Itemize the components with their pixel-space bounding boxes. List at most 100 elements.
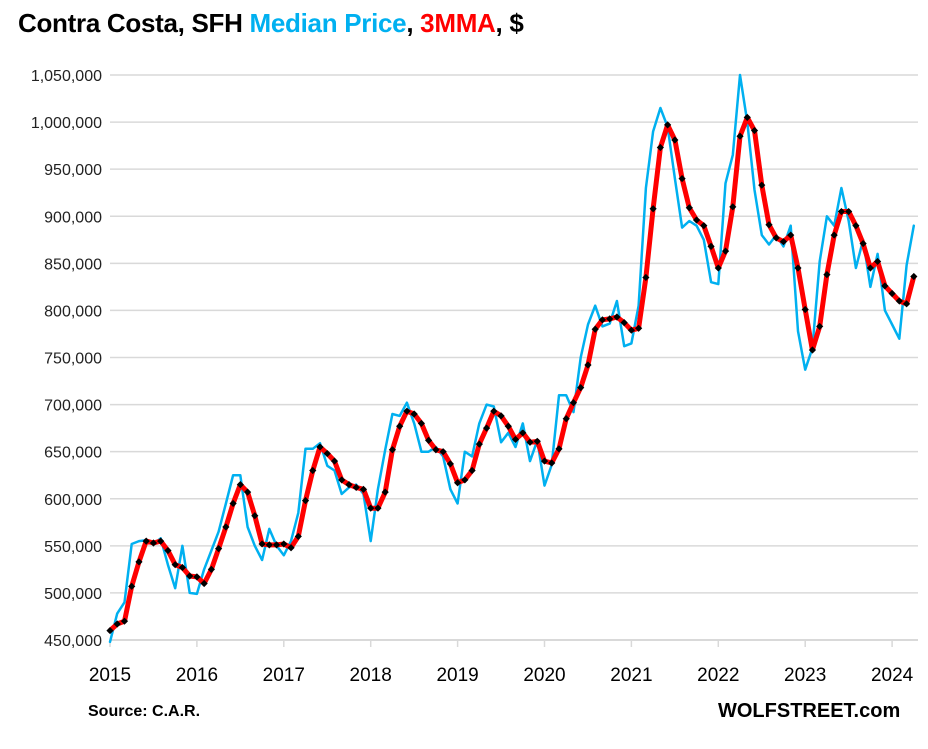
- y-tick-label: 600,000: [44, 492, 102, 509]
- data-point-marker: [519, 429, 527, 437]
- x-tick-label: 2019: [436, 665, 478, 686]
- title-part-mma: 3MMA: [420, 8, 496, 38]
- data-point-marker: [743, 113, 751, 121]
- data-point-marker: [446, 460, 454, 468]
- data-point-marker: [598, 316, 607, 324]
- title-part-sep: ,: [406, 8, 421, 38]
- data-point-marker: [215, 545, 223, 553]
- brand-watermark: WOLFSTREET.com: [718, 700, 901, 722]
- data-point-marker: [801, 305, 809, 314]
- data-point-marker: [178, 563, 187, 572]
- data-point-marker: [309, 466, 317, 475]
- x-axis: [109, 639, 918, 647]
- data-point-marker: [874, 257, 882, 266]
- data-point-marker: [591, 325, 599, 333]
- data-point-marker: [171, 561, 179, 569]
- data-point-marker: [106, 626, 114, 635]
- x-tick-label: 2017: [263, 665, 305, 686]
- data-point-marker: [779, 238, 788, 246]
- data-point-marker: [186, 572, 194, 580]
- title-part-unit: , $: [495, 8, 524, 38]
- data-point-marker: [345, 481, 353, 489]
- data-point-marker: [432, 446, 440, 454]
- series-markers: [106, 113, 918, 635]
- data-point-marker: [837, 207, 846, 216]
- data-point-marker: [642, 273, 650, 282]
- data-point-marker: [417, 419, 425, 428]
- y-tick-label: 1,000,000: [31, 115, 102, 132]
- data-point-marker: [606, 315, 614, 323]
- data-point-marker: [707, 242, 715, 250]
- data-point-marker: [482, 424, 491, 432]
- data-point-marker: [475, 440, 483, 448]
- title-part-median: Median Price: [249, 8, 407, 38]
- data-point-marker: [388, 446, 397, 454]
- data-point-marker: [367, 504, 375, 512]
- data-point-marker: [461, 476, 469, 484]
- data-point-marker: [504, 422, 512, 430]
- data-point-marker: [272, 541, 281, 549]
- data-point-marker: [671, 136, 679, 144]
- data-point-marker: [562, 415, 570, 423]
- data-point-marker: [425, 436, 433, 444]
- x-axis-ticks: 2015 2016 2017 2018 2019 2020 2021 2022 2023 2024: [89, 665, 914, 686]
- data-point-marker: [895, 297, 903, 305]
- data-point-marker: [656, 143, 664, 152]
- data-point-marker: [627, 326, 635, 334]
- data-point-marker: [200, 579, 208, 588]
- data-point-marker: [243, 488, 252, 496]
- gridlines: [110, 74, 918, 641]
- data-point-marker: [845, 207, 853, 216]
- data-point-marker: [721, 247, 730, 255]
- data-point-marker: [164, 546, 172, 555]
- data-point-marker: [280, 540, 288, 548]
- data-point-marker: [403, 407, 411, 415]
- data-point-marker: [823, 271, 831, 279]
- y-tick-label: 750,000: [44, 351, 102, 368]
- data-point-marker: [685, 204, 693, 212]
- data-point-marker: [555, 445, 563, 453]
- data-point-marker: [439, 448, 447, 456]
- data-point-marker: [577, 384, 585, 392]
- data-point-marker: [830, 231, 838, 239]
- data-point-marker: [330, 457, 339, 465]
- data-point-marker: [301, 497, 310, 505]
- x-tick-label: 2016: [176, 665, 218, 686]
- data-point-marker: [287, 544, 295, 552]
- y-tick-label: 950,000: [44, 162, 102, 179]
- data-point-marker: [526, 438, 534, 446]
- y-tick-label: 450,000: [44, 633, 102, 650]
- data-point-marker: [128, 582, 136, 590]
- data-point-marker: [881, 282, 889, 290]
- data-point-marker: [468, 466, 476, 475]
- data-point-marker: [359, 485, 368, 493]
- data-point-marker: [736, 132, 744, 140]
- data-point-marker: [396, 422, 404, 430]
- data-point-marker: [374, 504, 382, 512]
- data-point-marker: [236, 481, 244, 489]
- data-point-marker: [381, 488, 389, 496]
- data-point-marker: [149, 539, 158, 547]
- data-point-marker: [294, 532, 302, 541]
- y-axis-ticks: 450,000 500,000 550,000 600,000 650,000 700,0…: [31, 68, 102, 650]
- data-point-marker: [258, 540, 266, 548]
- data-point-marker: [548, 459, 556, 467]
- data-point-marker: [410, 410, 418, 418]
- data-point-marker: [787, 231, 795, 239]
- data-point-marker: [222, 523, 230, 531]
- series-lines: [107, 73, 917, 644]
- x-tick-label: 2022: [697, 665, 739, 686]
- x-tick-label: 2023: [784, 665, 826, 686]
- data-point-marker: [229, 499, 237, 508]
- data-point-marker: [750, 126, 759, 135]
- data-point-marker: [120, 617, 129, 625]
- data-point-marker: [569, 399, 578, 407]
- data-point-marker: [113, 620, 121, 628]
- series-line-median-price: [108, 73, 916, 644]
- series-line-3mma: [107, 114, 917, 634]
- data-point-marker: [649, 205, 657, 213]
- data-point-marker: [772, 234, 780, 242]
- data-point-marker: [808, 346, 817, 354]
- y-tick-label: 900,000: [44, 209, 102, 226]
